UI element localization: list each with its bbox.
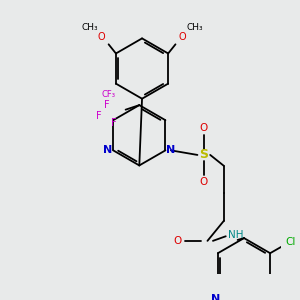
Text: CH₃: CH₃ — [186, 23, 203, 32]
Text: O: O — [200, 177, 208, 187]
Text: O: O — [98, 32, 105, 42]
Text: F: F — [104, 100, 110, 110]
Text: Cl: Cl — [285, 237, 296, 247]
Text: N: N — [166, 146, 176, 155]
Text: N: N — [212, 294, 221, 300]
Text: S: S — [199, 148, 208, 161]
Text: O: O — [179, 32, 187, 42]
Text: CH₃: CH₃ — [81, 23, 98, 32]
Text: NH: NH — [228, 230, 244, 240]
Text: F: F — [111, 118, 116, 128]
Text: N: N — [103, 146, 112, 155]
Text: F: F — [96, 111, 102, 121]
Text: O: O — [200, 122, 208, 133]
Text: O: O — [173, 236, 182, 246]
Text: CF₃: CF₃ — [101, 90, 115, 99]
